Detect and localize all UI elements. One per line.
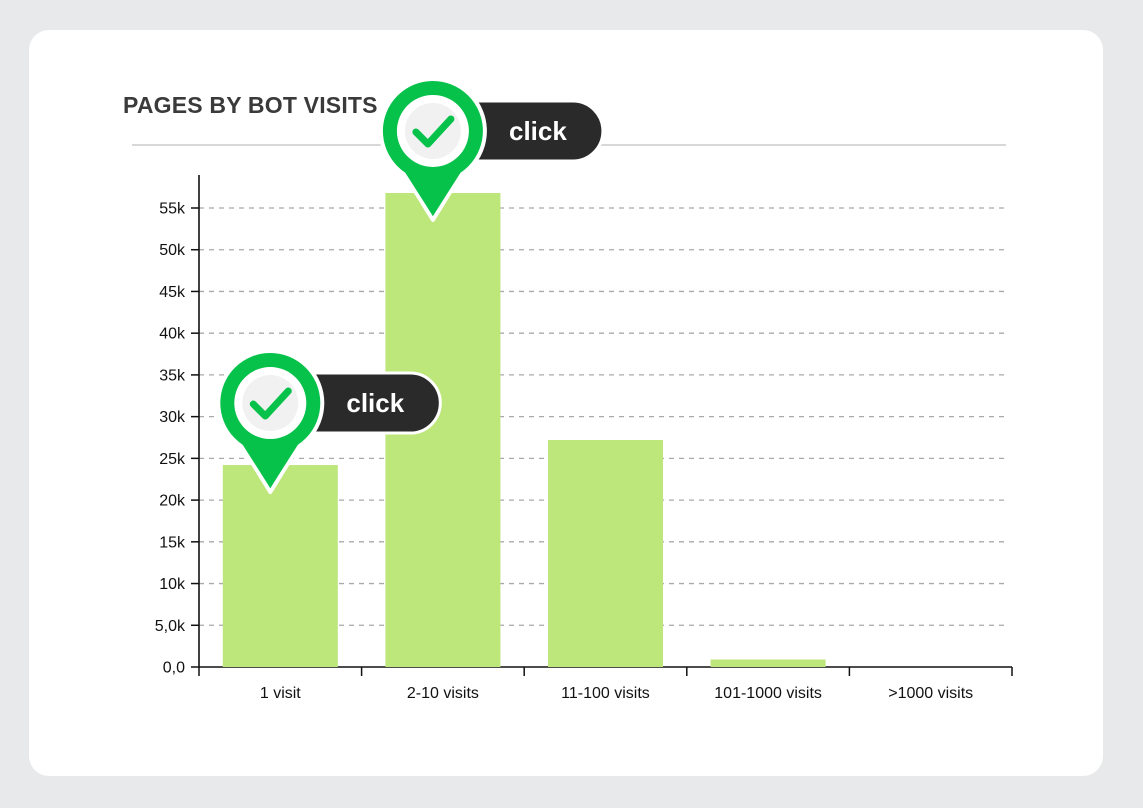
pin-tip-fill (240, 441, 301, 489)
pin-tip-fill (402, 168, 463, 216)
check-icon (412, 115, 455, 148)
pin-inner-shade (404, 102, 461, 159)
x-tick-label: 1 visit (260, 685, 301, 702)
y-tick-label: 25k (159, 451, 186, 468)
check-icon (249, 387, 292, 420)
x-tick-label: 11-100 visits (561, 685, 650, 702)
y-tick-label: 40k (159, 326, 186, 343)
bar (548, 440, 663, 667)
y-tick-label: 5,0k (155, 618, 186, 635)
x-tick-label: >1000 visits (888, 685, 973, 702)
callout-label: click (346, 388, 404, 418)
y-tick-label: 20k (159, 493, 186, 510)
x-tick-label: 2-10 visits (407, 685, 479, 702)
y-tick-label: 50k (159, 242, 186, 259)
y-tick-label: 55k (159, 201, 186, 218)
y-tick-label: 15k (159, 534, 186, 551)
y-tick-label: 10k (159, 576, 186, 593)
click-callout: click (216, 349, 442, 495)
page-title: PAGES BY BOT VISITS (123, 92, 378, 118)
bar (710, 659, 826, 667)
click-callout: click (378, 76, 605, 222)
x-tick-label: 101-1000 visits (714, 685, 822, 702)
y-tick-label: 35k (159, 367, 186, 384)
y-tick-label: 30k (159, 409, 186, 426)
pin-inner-shade (242, 375, 299, 432)
y-tick-label: 0,0 (163, 660, 185, 677)
callout-label: click (509, 116, 567, 146)
y-tick-label: 45k (159, 284, 186, 301)
bar (222, 465, 338, 667)
